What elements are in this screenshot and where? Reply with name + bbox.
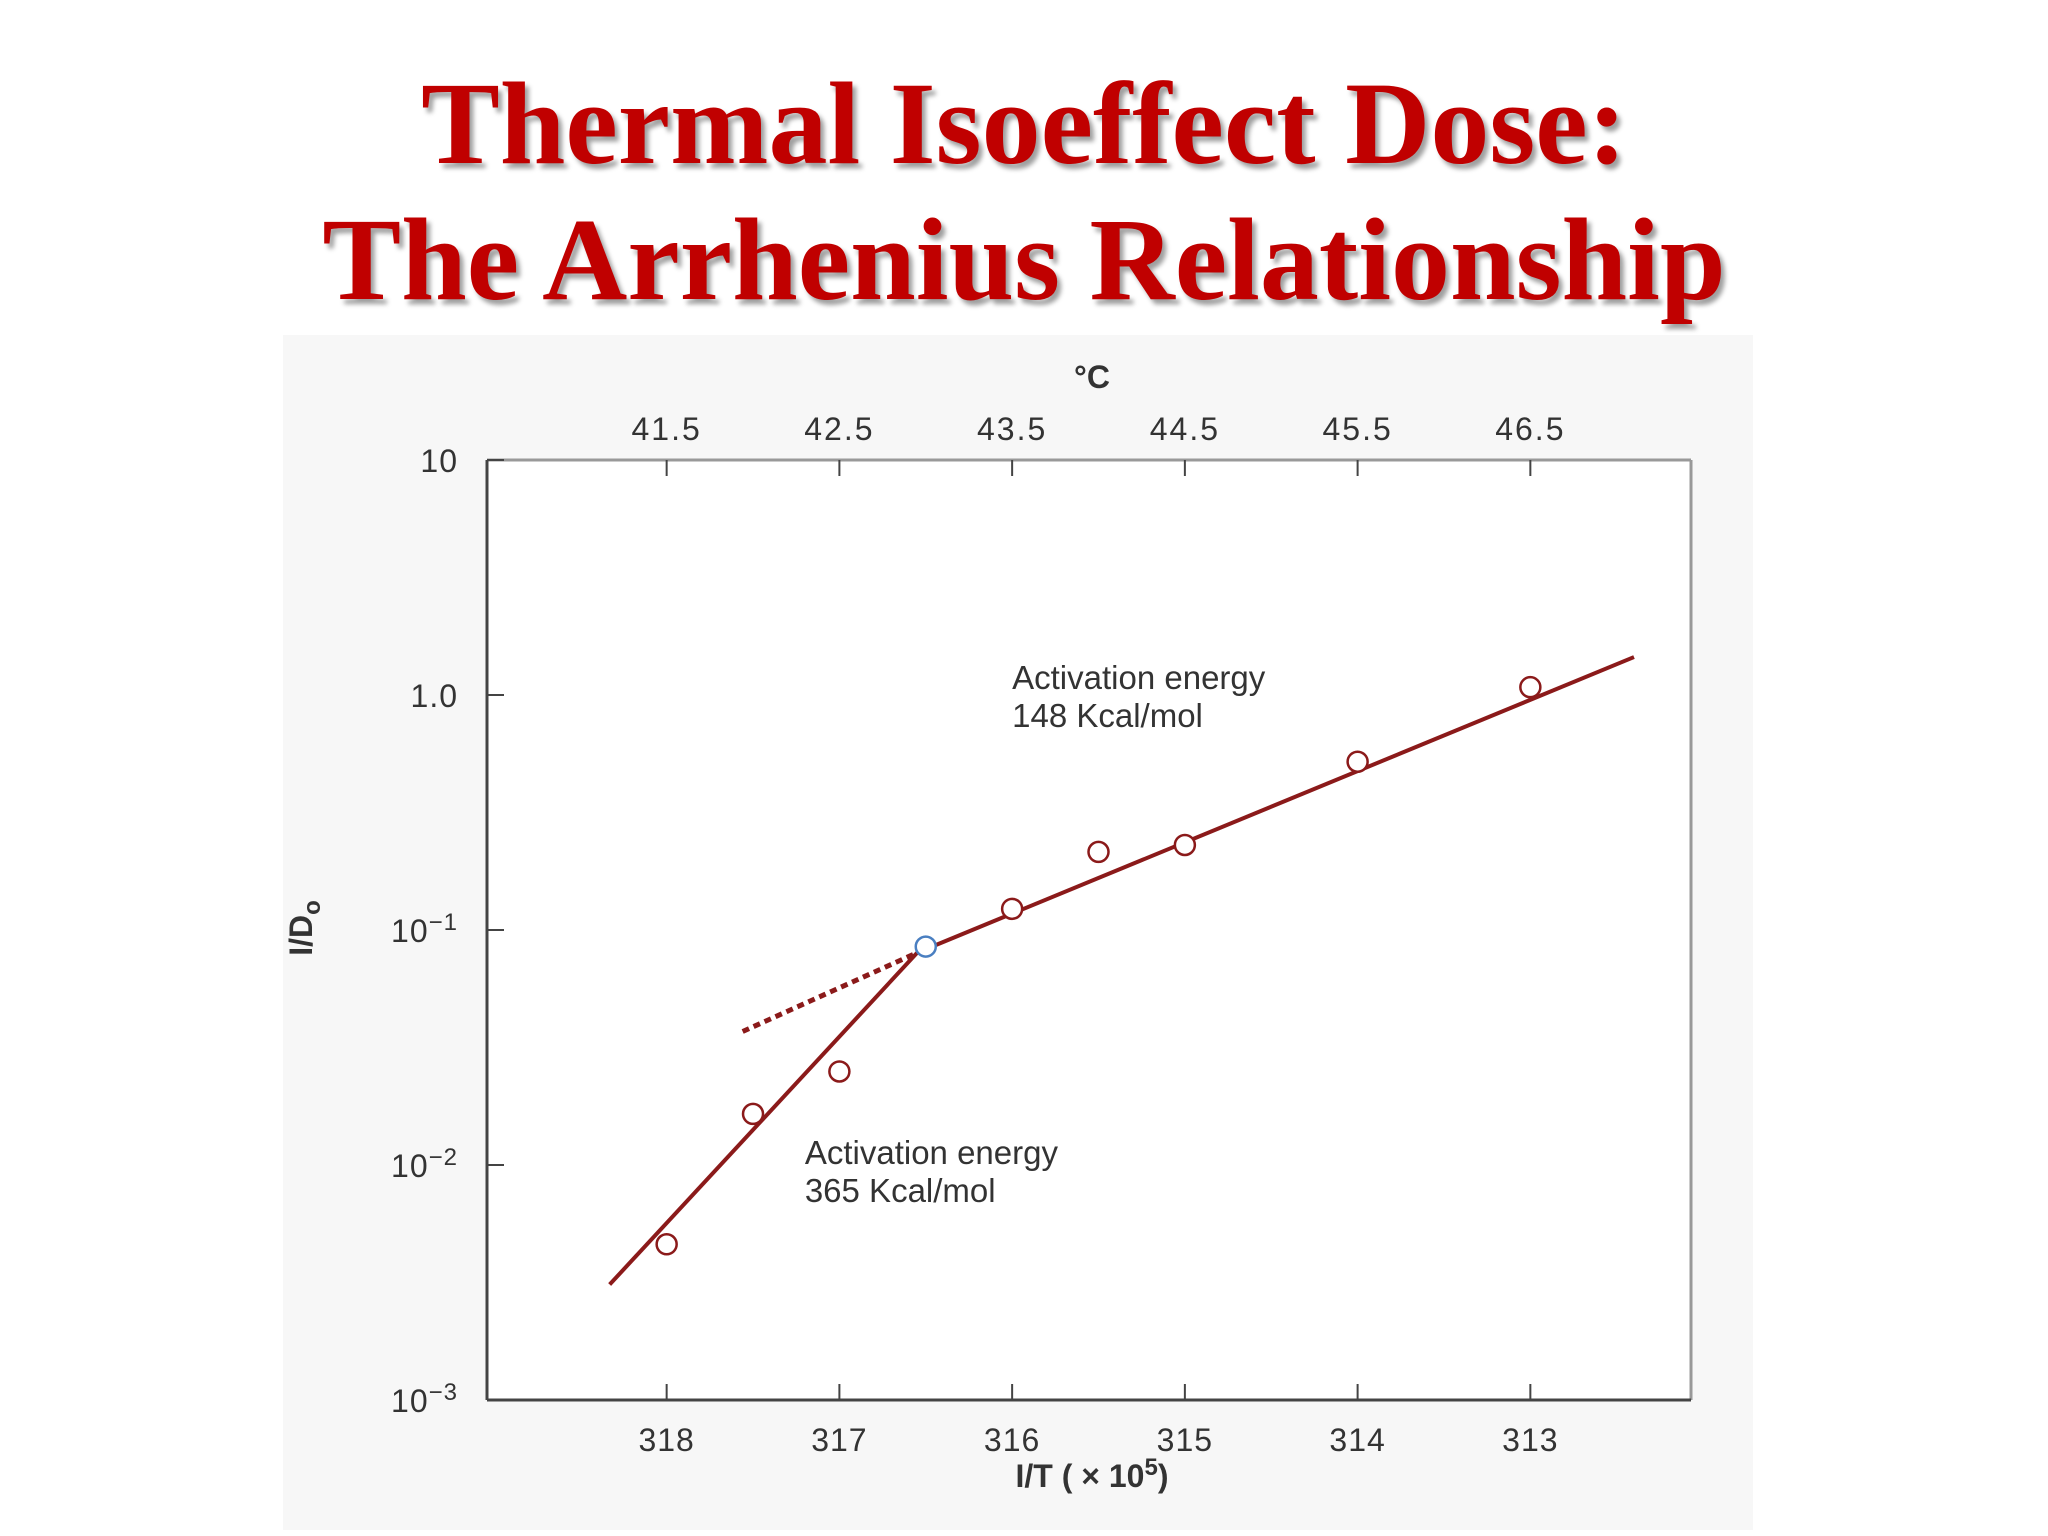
top-tick-label: 42.5 [804, 411, 874, 447]
y-tick-label-base: 10 [420, 443, 458, 479]
x-axis-title-close: ) [1158, 1458, 1169, 1494]
top-axis-title: °C [1074, 359, 1110, 395]
slide-title-line-1: Thermal Isoeffect Dose: [421, 58, 1627, 189]
top-tick-label: 43.5 [977, 411, 1047, 447]
slide-title: Thermal Isoeffect Dose: The Arrhenius Re… [0, 56, 2048, 328]
x-axis-title-text: I/T ( × 10 [1016, 1458, 1145, 1494]
y-axis-title-subscript: o [299, 900, 326, 915]
annotation-line: 148 Kcal/mol [1012, 697, 1203, 734]
top-tick-label: 45.5 [1322, 411, 1392, 447]
y-tick-label-exponent: −3 [429, 1379, 458, 1406]
data-point [1346, 750, 1369, 773]
data-point [914, 935, 938, 958]
chart-labels: 318 317 316 315 314 313 41.5 42.5 43.5 44.5 45.5 46… [283, 359, 1565, 1494]
x-tick-label: 314 [1329, 1422, 1385, 1458]
slide-title-line-2: The Arrhenius Relationship [322, 194, 1726, 325]
axes [485, 458, 1693, 1402]
data-points [655, 675, 1542, 1256]
activation-energy-annotation: Activation energy 365 Kcal/mol [805, 1134, 1059, 1209]
data-point [1000, 897, 1024, 921]
y-tick-label: 10 [420, 443, 458, 479]
data-point [1173, 833, 1197, 857]
y-tick-label-base: 1.0 [411, 678, 458, 714]
y-tick-label: 10−1 [391, 909, 458, 949]
data-point [828, 1060, 851, 1083]
y-tick-label-exponent: −1 [429, 909, 458, 936]
activation-energy-annotation: Activation energy 148 Kcal/mol [1012, 659, 1266, 734]
plot-area [487, 460, 1691, 1400]
data-point [1087, 840, 1110, 864]
fit-lines [608, 655, 1635, 1286]
x-tick-label: 317 [811, 1422, 867, 1458]
top-tick-label: 46.5 [1495, 411, 1565, 447]
y-tick-label-base: 10 [391, 1383, 429, 1419]
y-axis-title-text: I/D [283, 915, 319, 956]
x-tick-label: 313 [1502, 1422, 1558, 1458]
x-tick-label: 315 [1157, 1422, 1213, 1458]
y-tick-label-base: 10 [391, 1148, 429, 1184]
fit-line-1 [608, 951, 919, 1286]
y-tick-label-exponent: −2 [429, 1144, 458, 1171]
data-point [1519, 675, 1542, 699]
x-axis-title: I/T ( × 105) [1016, 1454, 1169, 1494]
x-tick-label: 318 [638, 1422, 694, 1458]
x-tick-label: 316 [984, 1422, 1040, 1458]
y-tick-label: 10−2 [391, 1144, 458, 1184]
y-tick-label: 1.0 [411, 678, 458, 714]
y-axis-title: I/Do [283, 900, 326, 956]
y-tick-label-base: 10 [391, 913, 429, 949]
data-point [655, 1233, 678, 1256]
data-point [741, 1102, 765, 1126]
extrapolated-dashed-line [741, 950, 919, 1034]
fit-line-2 [916, 655, 1635, 955]
annotation-line: 365 Kcal/mol [805, 1172, 996, 1209]
x-axis-title-exponent: 5 [1144, 1454, 1157, 1481]
annotation-line: Activation energy [1012, 659, 1266, 696]
top-tick-label: 44.5 [1150, 411, 1220, 447]
top-tick-label: 41.5 [632, 411, 702, 447]
annotation-line: Activation energy [805, 1134, 1059, 1171]
y-tick-label: 10−3 [391, 1379, 458, 1419]
